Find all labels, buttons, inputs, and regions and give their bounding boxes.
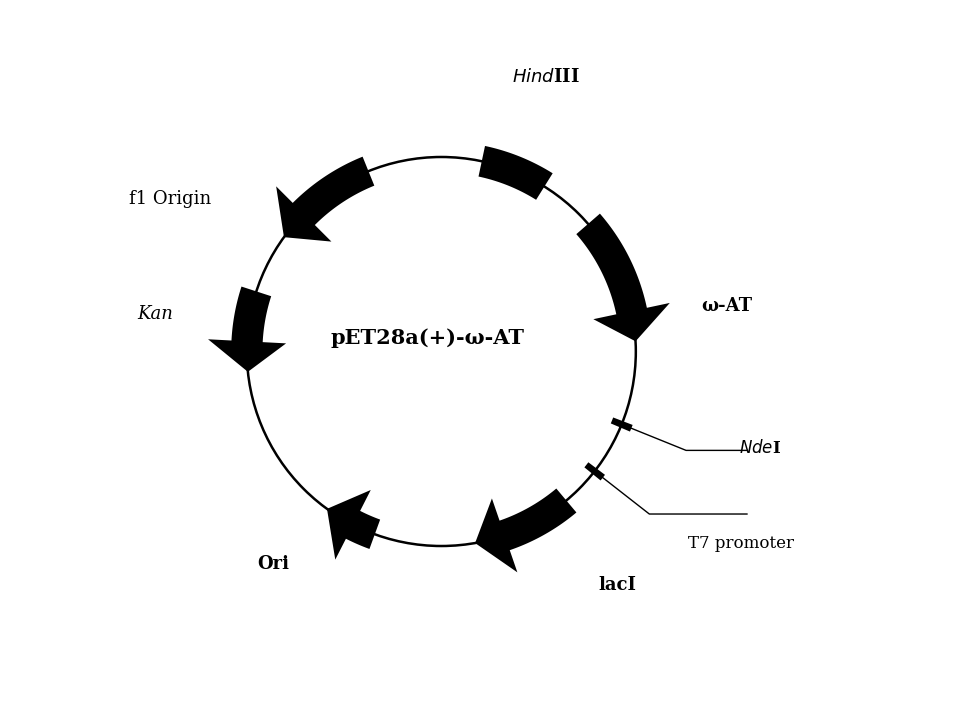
Polygon shape bbox=[475, 489, 577, 572]
Polygon shape bbox=[276, 157, 374, 242]
Polygon shape bbox=[478, 146, 553, 200]
Text: $\mathit{Hind}$III: $\mathit{Hind}$III bbox=[512, 68, 581, 86]
Text: $\mathit{Nde}$I: $\mathit{Nde}$I bbox=[739, 439, 781, 457]
Text: T7 promoter: T7 promoter bbox=[688, 536, 794, 553]
Text: f1 Origin: f1 Origin bbox=[129, 190, 212, 208]
Text: pET28a(+)-ω-AT: pET28a(+)-ω-AT bbox=[330, 328, 525, 347]
Polygon shape bbox=[208, 287, 286, 372]
Polygon shape bbox=[327, 490, 381, 560]
Text: Ori: Ori bbox=[258, 555, 290, 574]
Polygon shape bbox=[577, 214, 669, 342]
Text: Kan: Kan bbox=[137, 305, 173, 323]
Polygon shape bbox=[611, 418, 633, 432]
Polygon shape bbox=[584, 463, 605, 480]
Text: lacI: lacI bbox=[599, 576, 637, 594]
Text: ω-AT: ω-AT bbox=[701, 297, 753, 315]
